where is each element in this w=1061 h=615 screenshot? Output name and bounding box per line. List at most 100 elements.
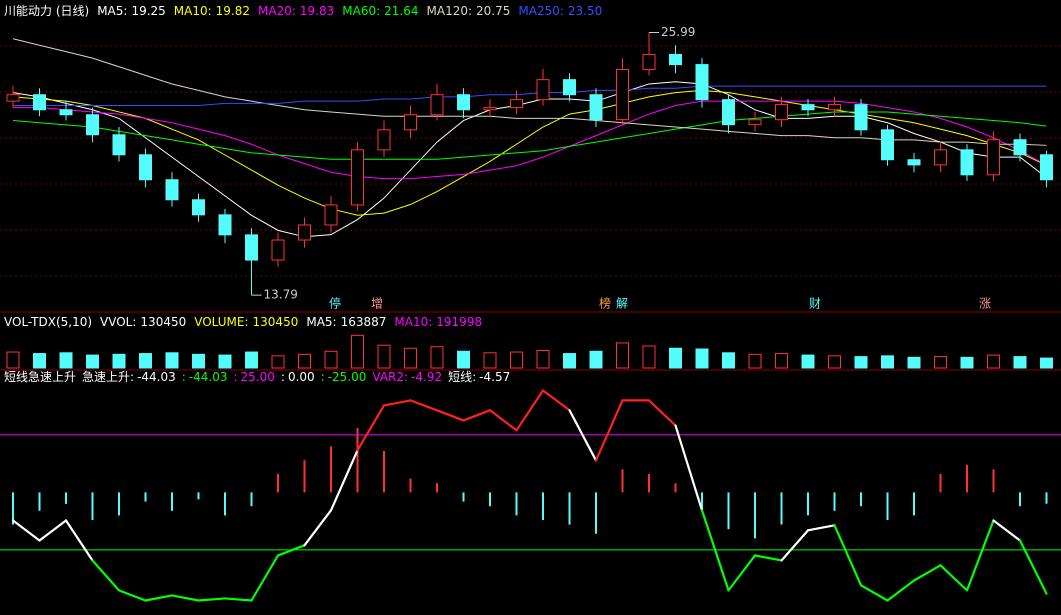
volume-bar (165, 352, 179, 369)
volume-bar (828, 355, 841, 369)
candle-body (1013, 139, 1027, 156)
ma-line (13, 100, 1047, 180)
indicator-line (435, 409, 465, 422)
candle-body (59, 109, 73, 116)
candle-body (722, 99, 735, 126)
volume-bar (483, 352, 497, 369)
legend: 短线急速上升 急速上升: -44.03: -44.03:25.00:0.00: -25.… (4, 369, 510, 384)
legend: 川能动力 (日线) MA5: 19.25 MA10: 19.82 MA20: 19.83 MA… (4, 4, 602, 18)
volume-bar (589, 350, 603, 369)
legend-value: 0.00 (288, 370, 315, 384)
candle-body (987, 139, 1000, 176)
legend-name: MA120: (427, 4, 473, 18)
event-marker: 榜 (599, 296, 611, 311)
legend-name: MA250: (518, 4, 564, 18)
volume-bar (192, 353, 205, 369)
indicator-line (568, 409, 598, 462)
legend-value: 21.64 (384, 4, 418, 18)
volume-bar (775, 353, 788, 369)
volume-bar (377, 344, 391, 369)
ma-line (13, 85, 1047, 106)
legend-name: 短线: (448, 370, 476, 384)
volume-bar (881, 355, 894, 369)
legend-name: VAR2: (372, 370, 408, 384)
volume-bar (907, 356, 921, 369)
indicator-line (11, 519, 41, 542)
annotation: 25.99 (661, 25, 695, 39)
indicator-line (965, 519, 995, 592)
legend-name: MA20: (258, 4, 296, 18)
indicator-line (992, 519, 1022, 542)
legend-value: 130450 (140, 315, 186, 329)
candle-body (298, 224, 311, 241)
legend-name: VVOL: (100, 315, 136, 329)
indicator-line (939, 564, 969, 592)
indicator-line (700, 509, 730, 592)
candle-body (881, 129, 894, 161)
legend-value: 130450 (253, 315, 299, 329)
volume-bar (86, 354, 99, 369)
indicator-line (91, 559, 121, 592)
indicator-line (38, 519, 68, 542)
candle-body (324, 204, 338, 226)
candle-body (112, 134, 126, 156)
indicator-line (488, 409, 518, 432)
volume-bar (6, 351, 20, 369)
indicator-line (780, 529, 810, 562)
candle-body (695, 64, 709, 101)
legend-value: 19.82 (216, 4, 250, 18)
candle-body (271, 239, 285, 261)
candle-body (483, 107, 497, 111)
volume-bar (457, 350, 470, 369)
indicator-line (541, 389, 571, 412)
indicator-line (647, 399, 677, 427)
legend-value: 19.83 (300, 4, 334, 18)
legend-value: -4.92 (411, 370, 442, 384)
candle-body (245, 234, 258, 261)
candle-body (192, 199, 205, 216)
volume-bar (960, 356, 974, 369)
indicator-line (64, 519, 94, 562)
annotation: 13.79 (264, 288, 298, 302)
volume-bar (1040, 357, 1053, 369)
event-marker: 增 (371, 297, 383, 311)
volume-bar (642, 345, 656, 369)
candle-body (748, 119, 762, 126)
volume-bar (404, 347, 417, 369)
indicator-line (859, 584, 889, 602)
indicator-line (356, 404, 386, 452)
indicator-line (197, 597, 227, 602)
volume-bar (59, 352, 73, 369)
legend-name: : (321, 370, 325, 384)
indicator-line (515, 389, 545, 432)
candle-body (86, 114, 99, 136)
title: 川能动力 (日线) (4, 4, 89, 18)
legend-name: : (182, 370, 186, 384)
indicator-line (382, 399, 412, 407)
indicator-line (409, 399, 439, 412)
indicator-line (117, 589, 147, 602)
candle-body (1040, 154, 1053, 181)
indicator-line (170, 594, 200, 602)
legend-name: MA10: (394, 315, 432, 329)
volume-bar (934, 356, 947, 369)
candle-body (642, 53, 656, 71)
candle-body (960, 149, 974, 176)
indicator-line (276, 544, 306, 557)
ma-line (12, 89, 1047, 216)
candle-body (351, 149, 364, 206)
candle-body (139, 154, 152, 181)
candle-body (907, 159, 921, 166)
candle-body (404, 114, 417, 131)
volume-bar (430, 346, 444, 369)
indicator-line (886, 579, 916, 602)
legend-value: 20.75 (476, 4, 510, 18)
volume-bar (324, 350, 338, 369)
legend-name: : (233, 370, 237, 384)
volume-bar (139, 353, 152, 369)
legend-value: -44.03 (137, 370, 176, 384)
indicator-line (144, 594, 174, 602)
legend-name: VOLUME: (194, 315, 248, 329)
volume-bar (801, 354, 815, 369)
